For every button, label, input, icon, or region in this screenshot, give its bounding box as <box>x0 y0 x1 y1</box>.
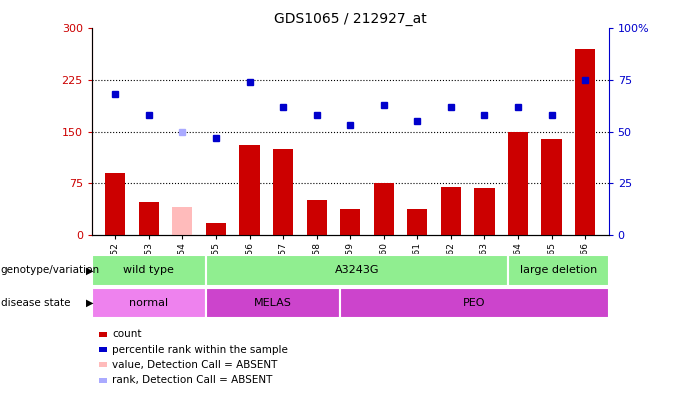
Bar <box>441 187 461 235</box>
Bar <box>508 132 528 235</box>
Bar <box>374 183 394 235</box>
Text: normal: normal <box>129 298 169 308</box>
Bar <box>172 207 192 235</box>
Bar <box>139 202 159 235</box>
Text: large deletion: large deletion <box>520 265 597 275</box>
Bar <box>508 255 609 286</box>
Text: ▶: ▶ <box>86 265 93 275</box>
Text: count: count <box>112 329 141 339</box>
Bar <box>92 288 206 318</box>
Title: GDS1065 / 212927_at: GDS1065 / 212927_at <box>274 12 426 26</box>
Text: PEO: PEO <box>463 298 486 308</box>
Bar <box>92 255 206 286</box>
Bar <box>340 288 609 318</box>
Text: percentile rank within the sample: percentile rank within the sample <box>112 345 288 354</box>
Bar <box>206 222 226 235</box>
Bar <box>105 173 125 235</box>
Text: ▶: ▶ <box>86 298 93 308</box>
Bar <box>340 209 360 235</box>
Bar <box>575 49 595 235</box>
Bar <box>206 255 508 286</box>
Text: rank, Detection Call = ABSENT: rank, Detection Call = ABSENT <box>112 375 273 385</box>
Bar <box>206 288 340 318</box>
Text: value, Detection Call = ABSENT: value, Detection Call = ABSENT <box>112 360 277 370</box>
Bar <box>407 209 428 235</box>
Text: MELAS: MELAS <box>254 298 292 308</box>
Text: A3243G: A3243G <box>335 265 379 275</box>
Bar <box>307 200 326 235</box>
Bar <box>475 188 494 235</box>
Text: wild type: wild type <box>123 265 174 275</box>
Text: disease state: disease state <box>1 298 70 308</box>
Bar <box>273 149 293 235</box>
Bar <box>239 145 260 235</box>
Bar <box>541 139 562 235</box>
Text: genotype/variation: genotype/variation <box>1 265 100 275</box>
